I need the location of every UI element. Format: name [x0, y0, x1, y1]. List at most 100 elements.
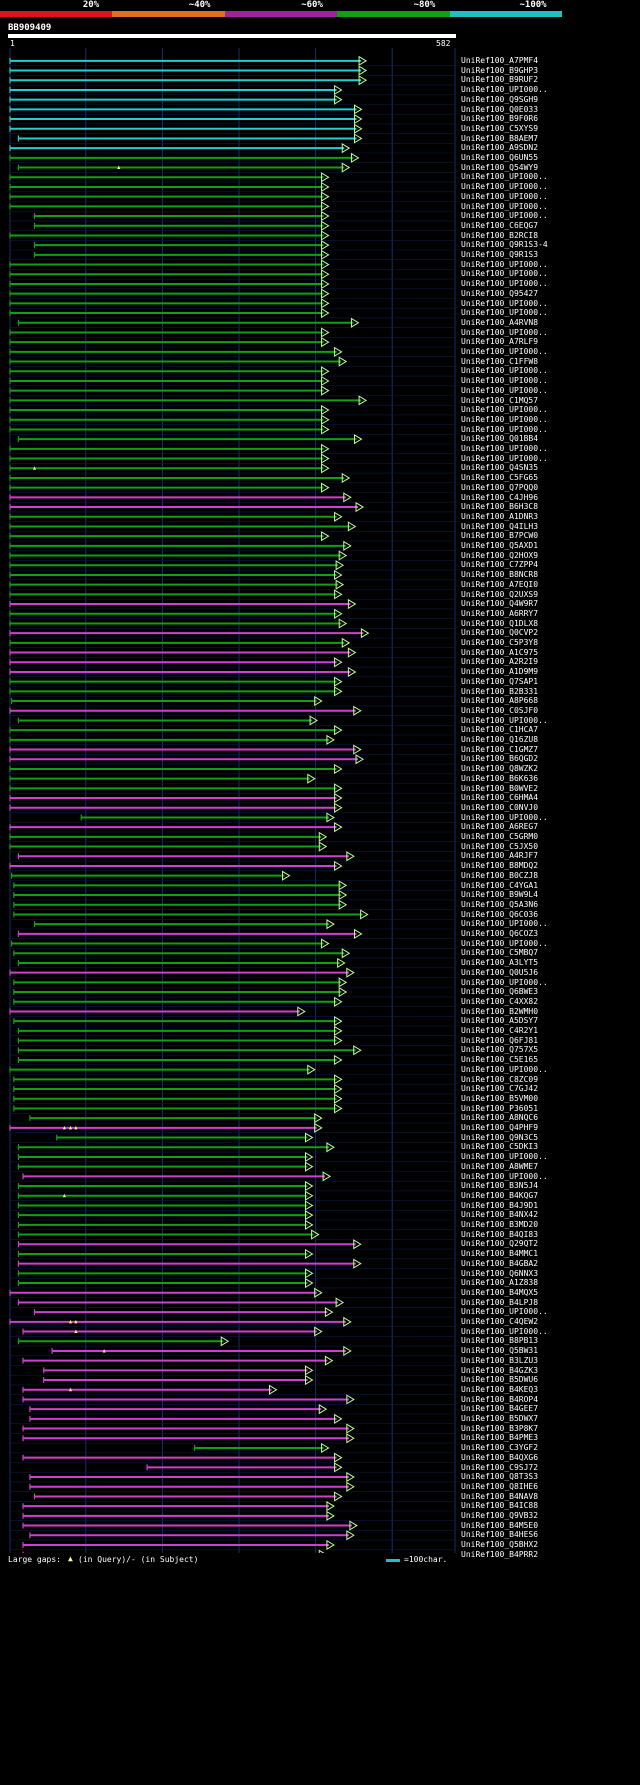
- hit-label[interactable]: UniRef100_Q16ZU8: [461, 735, 539, 744]
- hit-label[interactable]: UniRef100_UPI000..: [461, 715, 548, 725]
- hit-label[interactable]: UniRef100_C5P3Y8: [461, 638, 539, 647]
- hit-label[interactable]: UniRef100_A4RVN8: [461, 317, 539, 327]
- hit-label[interactable]: UniRef100_B6H3C8: [461, 502, 539, 512]
- hit-label[interactable]: UniRef100_A3LYT5: [461, 958, 539, 968]
- hit-label[interactable]: UniRef100_C4XX82: [461, 996, 539, 1006]
- hit-label[interactable]: UniRef100_C5JX50: [461, 841, 539, 851]
- hit-label[interactable]: UniRef100_UPI000..: [461, 172, 548, 182]
- hit-label[interactable]: UniRef100_Q9R1S3-4: [461, 240, 548, 250]
- hit-label[interactable]: UniRef100_B9GHP3: [461, 65, 539, 75]
- hit-label[interactable]: UniRef100_A1Z838: [461, 1278, 539, 1288]
- hit-label[interactable]: UniRef100_Q9N3C5: [461, 1132, 539, 1142]
- hit-label[interactable]: UniRef100_UPI000..: [461, 1171, 548, 1181]
- hit-label[interactable]: UniRef100_B4MQX5: [461, 1287, 539, 1297]
- hit-label[interactable]: UniRef100_B4J9D1: [461, 1200, 539, 1210]
- hit-label[interactable]: UniRef100_Q6NNX3: [461, 1268, 539, 1278]
- hit-label[interactable]: UniRef100_Q0U5J6: [461, 967, 539, 977]
- hit-label[interactable]: UniRef100_Q1DLX8: [461, 618, 539, 628]
- hit-label[interactable]: UniRef100_C4JH96: [461, 492, 539, 502]
- hit-label[interactable]: UniRef100_C5E165: [461, 1055, 539, 1065]
- hit-label[interactable]: UniRef100_UPI000..: [461, 191, 548, 201]
- hit-label[interactable]: UniRef100_C0SJF0: [461, 705, 539, 715]
- hit-label[interactable]: UniRef100_UPI000..: [461, 444, 548, 453]
- hit-label[interactable]: UniRef100_B4KQG7: [461, 1190, 539, 1200]
- hit-label[interactable]: UniRef100_UPI000..: [461, 269, 548, 279]
- hit-label[interactable]: UniRef100_Q757X5: [461, 1045, 539, 1055]
- hit-label[interactable]: UniRef100_UPI000..: [461, 366, 548, 376]
- hit-label[interactable]: UniRef100_C7GJ42: [461, 1084, 539, 1094]
- hit-label[interactable]: UniRef100_Q7SAP1: [461, 676, 539, 686]
- hit-label[interactable]: UniRef100_B6QGD2: [461, 754, 539, 764]
- hit-label[interactable]: UniRef100_UPI000..: [461, 1307, 548, 1317]
- hit-label[interactable]: UniRef100_UPI000..: [461, 1326, 548, 1336]
- hit-label[interactable]: UniRef100_UPI000..: [461, 298, 548, 308]
- hit-label[interactable]: UniRef100_A7PMF4: [461, 56, 539, 65]
- hit-label[interactable]: UniRef100_B4PME3: [461, 1433, 539, 1443]
- hit-label[interactable]: UniRef100_UPI000..: [461, 405, 548, 415]
- hit-label[interactable]: UniRef100_UPI000..: [461, 919, 548, 929]
- hit-label[interactable]: UniRef100_B3P8K7: [461, 1423, 539, 1433]
- hit-label[interactable]: UniRef100_C4R2Y1: [461, 1026, 539, 1035]
- hit-label[interactable]: UniRef100_C1HCA7: [461, 725, 539, 735]
- hit-label[interactable]: UniRef100_B4IC88: [461, 1501, 539, 1511]
- hit-label[interactable]: UniRef100_UPI000..: [461, 347, 548, 356]
- hit-label[interactable]: UniRef100_Q0CVP2: [461, 628, 539, 638]
- hit-label[interactable]: UniRef100_UPI000..: [461, 812, 548, 822]
- hit-label[interactable]: UniRef100_B4MMC1: [461, 1249, 539, 1259]
- hit-label[interactable]: UniRef100_C4QEW2: [461, 1317, 539, 1326]
- hit-label[interactable]: UniRef100_Q8WZK2: [461, 764, 539, 774]
- hit-label[interactable]: UniRef100_Q9R1S3: [461, 250, 539, 259]
- hit-label[interactable]: UniRef100_Q7PQQ0: [461, 482, 539, 492]
- hit-label[interactable]: UniRef100_B4QXG6: [461, 1452, 539, 1462]
- hit-label[interactable]: UniRef100_C1FFW8: [461, 356, 539, 366]
- hit-label[interactable]: UniRef100_B4ROP4: [461, 1394, 539, 1404]
- hit-label[interactable]: UniRef100_B4M5E0: [461, 1520, 539, 1530]
- hit-label[interactable]: UniRef100_UPI000..: [461, 1152, 548, 1162]
- hit-label[interactable]: UniRef100_A8WME7: [461, 1161, 539, 1171]
- hit-label[interactable]: UniRef100_UPI000..: [461, 414, 548, 424]
- hit-label[interactable]: UniRef100_C5GRM0: [461, 832, 539, 841]
- hit-label[interactable]: UniRef100_C5MBQ7: [461, 948, 539, 958]
- hit-label[interactable]: UniRef100_Q01BB4: [461, 434, 539, 444]
- hit-label[interactable]: UniRef100_UPI000..: [461, 327, 548, 337]
- hit-label[interactable]: UniRef100_Q54WY9: [461, 162, 539, 172]
- hit-label[interactable]: UniRef100_C6EQG7: [461, 220, 539, 230]
- hit-label[interactable]: UniRef100_B2RCI8: [461, 230, 539, 240]
- hit-label[interactable]: UniRef100_A8NQC6: [461, 1113, 539, 1123]
- hit-label[interactable]: UniRef100_Q9SGH9: [461, 94, 539, 104]
- hit-label[interactable]: UniRef100_A8P668: [461, 696, 539, 706]
- hit-label[interactable]: UniRef100_C1MQ57: [461, 395, 539, 405]
- hit-label[interactable]: UniRef100_B4KEQ3: [461, 1384, 539, 1394]
- hit-label[interactable]: UniRef100_B9W9L4: [461, 890, 539, 900]
- hit-label[interactable]: UniRef100_B4LPJ8: [461, 1297, 539, 1307]
- hit-label[interactable]: UniRef100_UPI000..: [461, 376, 548, 386]
- hit-label[interactable]: UniRef100_UPI000..: [461, 453, 548, 463]
- hit-label[interactable]: UniRef100_B3N5J4: [461, 1181, 539, 1191]
- hit-label[interactable]: UniRef100_Q6BWE3: [461, 987, 539, 997]
- hit-label[interactable]: UniRef100_Q5A3N6: [461, 899, 539, 909]
- hit-label[interactable]: UniRef100_B3MD20: [461, 1220, 539, 1229]
- hit-label[interactable]: UniRef100_A6REG7: [461, 822, 539, 832]
- hit-label[interactable]: UniRef100_B4GEE7: [461, 1404, 539, 1414]
- hit-label[interactable]: UniRef100_Q95427: [461, 288, 539, 298]
- hit-label[interactable]: UniRef100_B4NAV8: [461, 1491, 539, 1501]
- hit-label[interactable]: UniRef100_B4PRR2: [461, 1549, 539, 1559]
- hit-label[interactable]: UniRef100_B4QI83: [461, 1229, 539, 1239]
- hit-label[interactable]: UniRef100_B8MDQ2: [461, 861, 539, 871]
- hit-label[interactable]: UniRef100_C4YGA1: [461, 880, 539, 890]
- hit-label[interactable]: UniRef100_B0CZJ8: [461, 870, 539, 880]
- hit-label[interactable]: UniRef100_UPI000..: [461, 385, 548, 395]
- hit-label[interactable]: UniRef100_C6HMA4: [461, 793, 539, 803]
- hit-label[interactable]: UniRef100_A1D9M9: [461, 667, 539, 677]
- hit-label[interactable]: UniRef100_A1C975: [461, 647, 539, 657]
- hit-label[interactable]: UniRef100_A9SDN2: [461, 143, 539, 153]
- hit-label[interactable]: UniRef100_Q4SN35: [461, 463, 539, 473]
- hit-label[interactable]: UniRef100_UPI000..: [461, 424, 548, 434]
- hit-label[interactable]: UniRef100_B5VM00: [461, 1093, 539, 1103]
- hit-label[interactable]: UniRef100_B7PCW0: [461, 531, 539, 541]
- hit-label[interactable]: UniRef100_C5DKI3: [461, 1142, 539, 1152]
- hit-label[interactable]: UniRef100_Q8T3S3: [461, 1472, 539, 1482]
- hit-label[interactable]: UniRef100_B0WVE2: [461, 783, 539, 793]
- hit-label[interactable]: UniRef100_B2B331: [461, 686, 539, 696]
- hit-label[interactable]: UniRef100_Q8IHE6: [461, 1481, 539, 1491]
